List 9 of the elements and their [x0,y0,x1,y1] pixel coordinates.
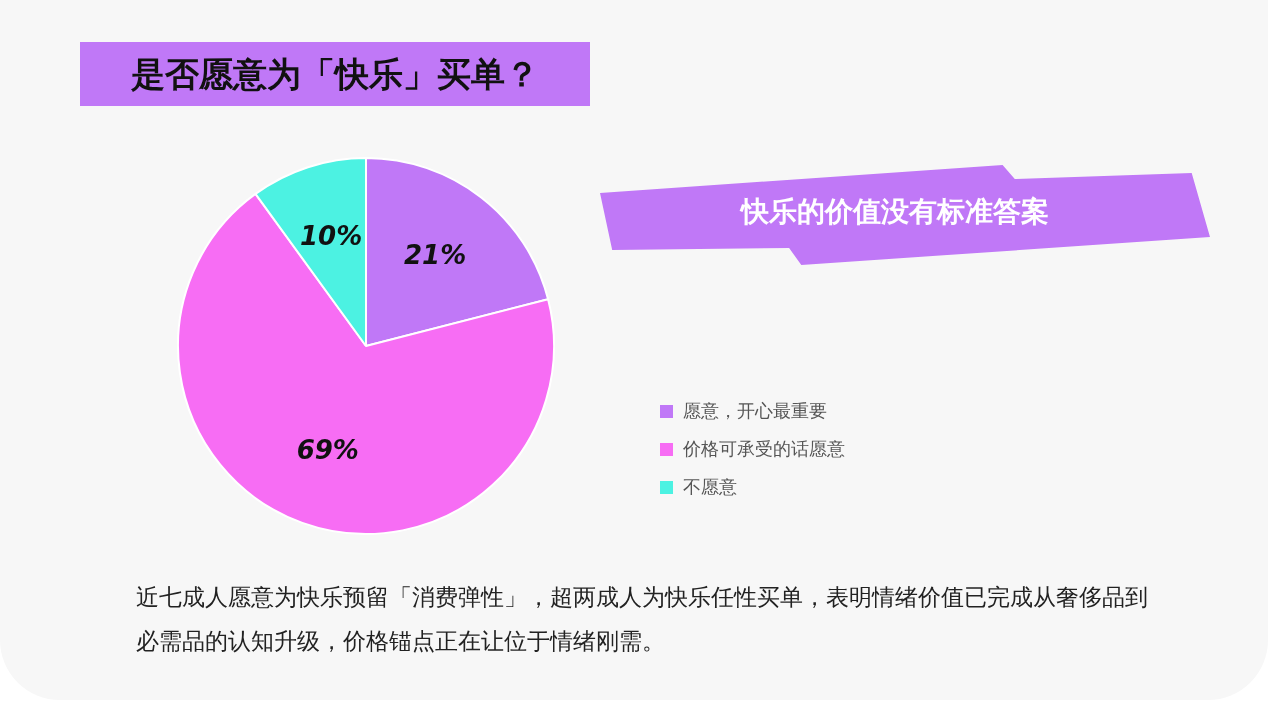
legend-label: 不愿意 [683,475,737,499]
chart-title: 是否愿意为「快乐」买单？ [80,42,590,106]
data-label: 69% [296,434,359,465]
text: 快乐的价值没有标准答案 [738,194,1050,230]
text: 近七成人愿意为快乐预留「消费弹性」，超两成人为快乐任性买单，表明情绪价值已完成从奢侈品到必需品的认知升级，价格锚点正在让位于情绪刚需。 [136,583,1149,656]
data-label: 10% [300,221,363,252]
data-label: 21% [404,239,467,270]
legend-label: 价格可承受的话愿意 [683,437,845,461]
legend-label: 愿意，开心最重要 [683,399,827,423]
